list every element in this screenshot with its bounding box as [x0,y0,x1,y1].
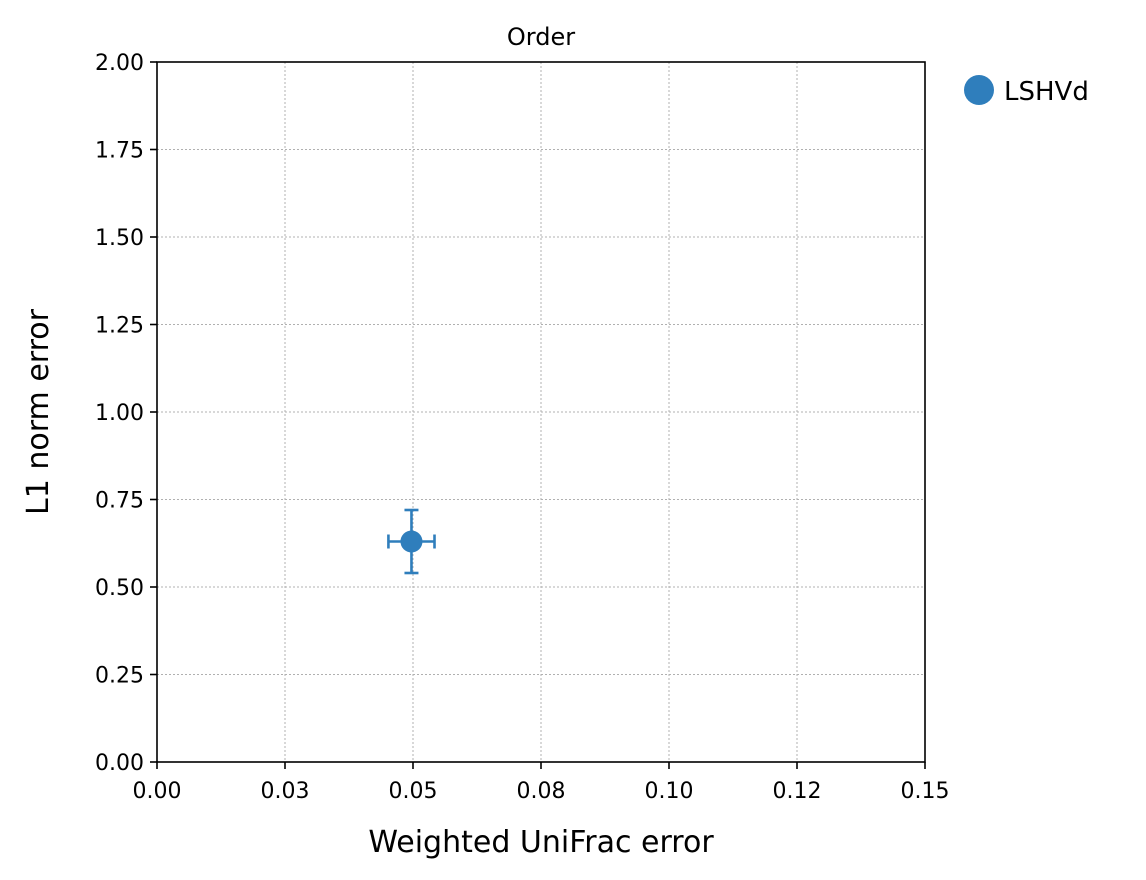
x-axis-label: Weighted UniFrac error [368,825,714,860]
y-axis-label: L1 norm error [21,308,56,515]
y-tick-label: 0.75 [95,489,144,514]
y-tick-label: 1.75 [95,139,144,164]
x-tick-label: 0.05 [389,779,438,804]
y-tick-label: 1.25 [95,314,144,339]
y-tick-label: 0.50 [95,576,144,601]
y-axis: 0.00 0.25 0.50 0.75 1.00 1.25 1.50 1.75 2.00 [95,51,157,776]
y-tick-label: 2.00 [95,51,144,76]
x-axis: 0.00 0.03 0.05 0.08 0.10 0.12 0.15 [133,762,950,804]
x-tick-label: 0.10 [645,779,694,804]
x-tick-label: 0.03 [261,779,310,804]
y-tick-label: 1.00 [95,401,144,426]
x-tick-label: 0.15 [901,779,950,804]
chart-title: Order [507,23,575,51]
x-tick-label: 0.08 [517,779,566,804]
series-layer [387,508,436,575]
x-tick-label: 0.12 [773,779,822,804]
y-tick-label: 1.50 [95,226,144,251]
legend-label: LSHVd [1004,77,1089,107]
legend: LSHVd [964,75,1089,107]
y-tick-label: 0.00 [95,751,144,776]
data-point [400,530,423,553]
legend-marker [964,75,994,105]
y-tick-label: 0.25 [95,664,144,689]
x-tick-label: 0.00 [133,779,182,804]
